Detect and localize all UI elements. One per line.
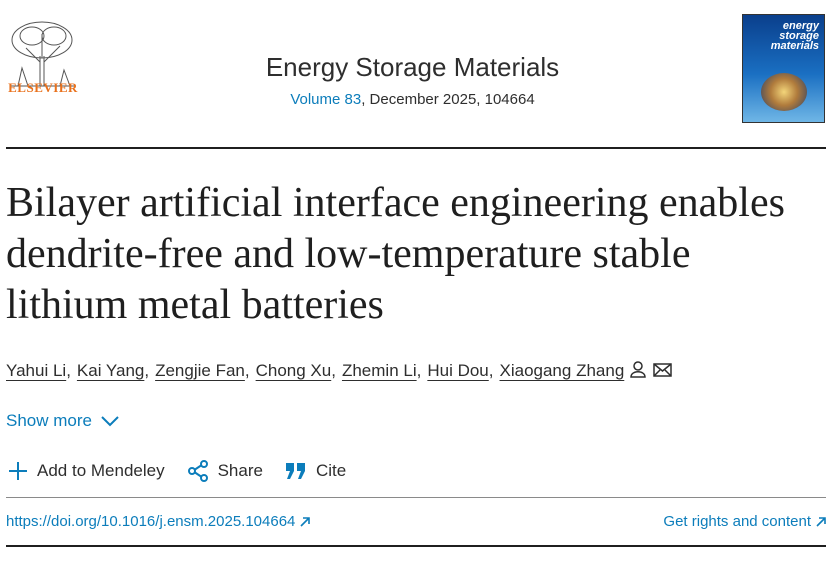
action-label: Add to Mendeley <box>37 461 165 480</box>
plus-icon <box>9 462 27 480</box>
author-name[interactable]: Kai Yang <box>76 361 145 380</box>
author-name[interactable]: Xiaogang Zhang <box>499 361 625 380</box>
issue-info: Volume 83, December 2025, 104664 <box>150 91 675 108</box>
divider <box>6 497 826 498</box>
publisher-name: ELSEVIER <box>8 80 78 95</box>
cite[interactable]: Cite <box>285 461 346 481</box>
rights-text: Get rights and content <box>663 513 811 530</box>
divider <box>6 147 826 149</box>
journal-title[interactable]: Energy Storage Materials <box>265 52 560 82</box>
action-bar: Add to Mendeley Share Cite <box>8 460 368 482</box>
share[interactable]: Share <box>187 460 263 482</box>
publisher-logo <box>10 21 74 87</box>
author-name[interactable]: Zhemin Li <box>341 361 417 380</box>
author-list: Yahui Li, Kai Yang, Zengjie Fan, Chong Xu, Z… <box>6 360 674 382</box>
external-icon <box>300 516 311 527</box>
doi-text: https://doi.org/10.1016/j.ensm.2025.1046… <box>6 513 296 530</box>
author-separator: , <box>244 361 250 380</box>
cover-title-line: storage <box>779 30 819 42</box>
rights-link[interactable]: Get rights and content <box>663 513 826 530</box>
action-label: Cite <box>315 461 347 480</box>
author-name[interactable]: Chong Xu <box>255 361 332 380</box>
journal-cover[interactable]: energy storage materials <box>742 14 825 123</box>
issue-details: , December 2025, 104664 <box>361 91 535 108</box>
add-to-mendeley[interactable]: Add to Mendeley <box>8 461 165 481</box>
article-title: Bilayer artificial interface engineering… <box>6 180 785 328</box>
cover-title: energy storage materials <box>770 20 819 52</box>
quote-icon <box>285 463 305 479</box>
doi-link[interactable]: https://doi.org/10.1016/j.ensm.2025.1046… <box>6 513 311 530</box>
divider <box>6 545 826 547</box>
author-icons[interactable] <box>630 360 674 382</box>
cover-title-line: energy <box>782 20 819 32</box>
author-name[interactable]: Zengjie Fan <box>155 361 245 380</box>
author-separator: , <box>416 361 422 380</box>
author-separator: , <box>488 361 494 380</box>
external-icon <box>816 516 826 527</box>
author-separator: , <box>144 361 150 380</box>
action-label: Share <box>217 461 263 480</box>
author-name[interactable]: Yahui Li <box>6 361 67 380</box>
cover-art <box>761 73 807 111</box>
show-more-text: Show more <box>6 411 92 430</box>
author-separator: , <box>331 361 336 380</box>
chevron-icon <box>101 416 119 427</box>
cover-title-line: materials <box>770 40 819 52</box>
share-icon <box>187 460 208 482</box>
show-more[interactable]: Show more <box>6 411 120 431</box>
author-name[interactable]: Hui Dou <box>427 361 489 380</box>
author-separator: , <box>66 361 71 380</box>
volume-link[interactable]: Volume 83 <box>290 91 362 108</box>
